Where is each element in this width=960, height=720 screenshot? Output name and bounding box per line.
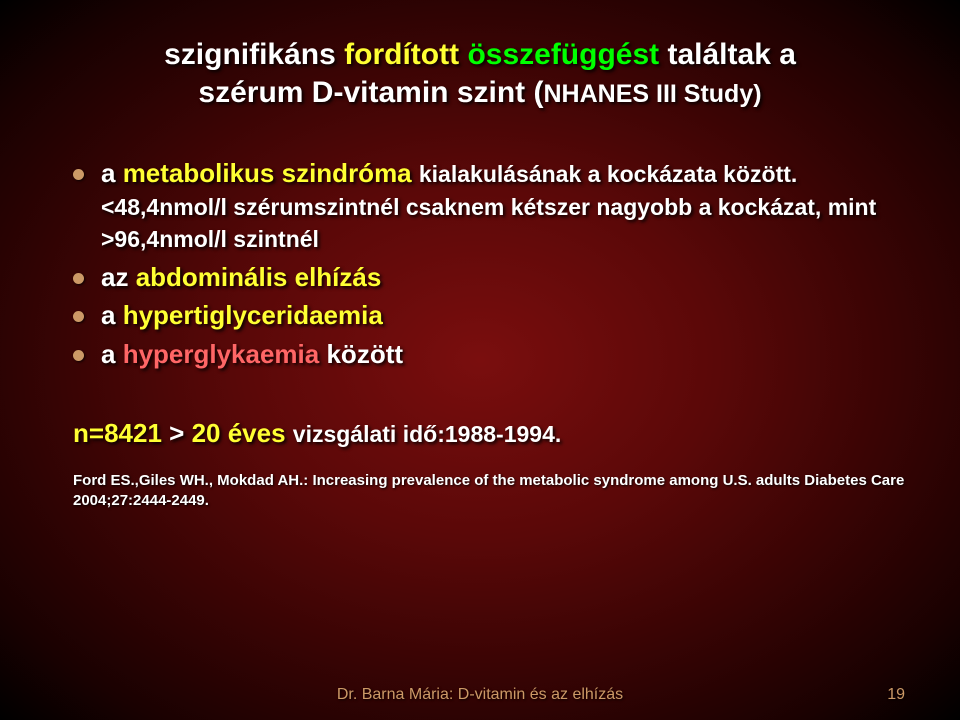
bullet-1: a metabolikus szindróma kialakulásának a… — [73, 157, 905, 255]
footer-text: Dr. Barna Mária: D-vitamin és az elhízás — [0, 686, 960, 704]
reference: Ford ES.,Giles WH., Mokdad AH.: Increasi… — [73, 471, 905, 510]
title-forditott: fordított — [344, 38, 459, 71]
b1-tail: kialakulásának a kockázata között. — [419, 161, 797, 187]
b3-prefix: a — [101, 300, 123, 330]
page-number: 19 — [887, 686, 905, 704]
n-age: 20 éves — [192, 418, 293, 448]
bullet-3: a hypertiglyceridaemia — [73, 299, 905, 332]
title-prefix: szignifikáns — [164, 38, 344, 71]
b1-prefix: a — [101, 158, 123, 188]
b1-sub: <48,4nmol/l szérumszintnél csaknem kétsz… — [101, 194, 876, 253]
n-gt: > — [169, 418, 191, 448]
b4-prefix: a — [101, 339, 123, 369]
slide: szignifikáns fordított összefüggést talá… — [0, 0, 960, 720]
b1-ms: metabolikus szindróma — [123, 158, 419, 188]
title-suffix: találtak a — [659, 38, 796, 71]
n-period: vizsgálati idő:1988-1994. — [293, 421, 561, 447]
b4-main: hyperglykaemia — [123, 339, 320, 369]
n-value: n=8421 — [73, 418, 169, 448]
b2-main: abdominális elhízás — [136, 262, 382, 292]
b3-main: hypertiglyceridaemia — [123, 300, 383, 330]
slide-title: szignifikáns fordított összefüggést talá… — [55, 36, 905, 111]
bullet-4: a hyperglykaemia között — [73, 338, 905, 371]
title-line2-prefix: szérum D-vitamin szint ( — [198, 76, 543, 109]
title-study: NHANES III Study) — [543, 80, 761, 108]
bullet-list: a metabolikus szindróma kialakulásának a… — [73, 157, 905, 370]
b4-tail: között — [319, 339, 403, 369]
b2-prefix: az — [101, 262, 136, 292]
n-line: n=8421 > 20 éves vizsgálati idő:1988-199… — [73, 418, 905, 449]
bullet-2: az abdominális elhízás — [73, 261, 905, 294]
title-osszefuggest: összefüggést — [467, 38, 659, 71]
